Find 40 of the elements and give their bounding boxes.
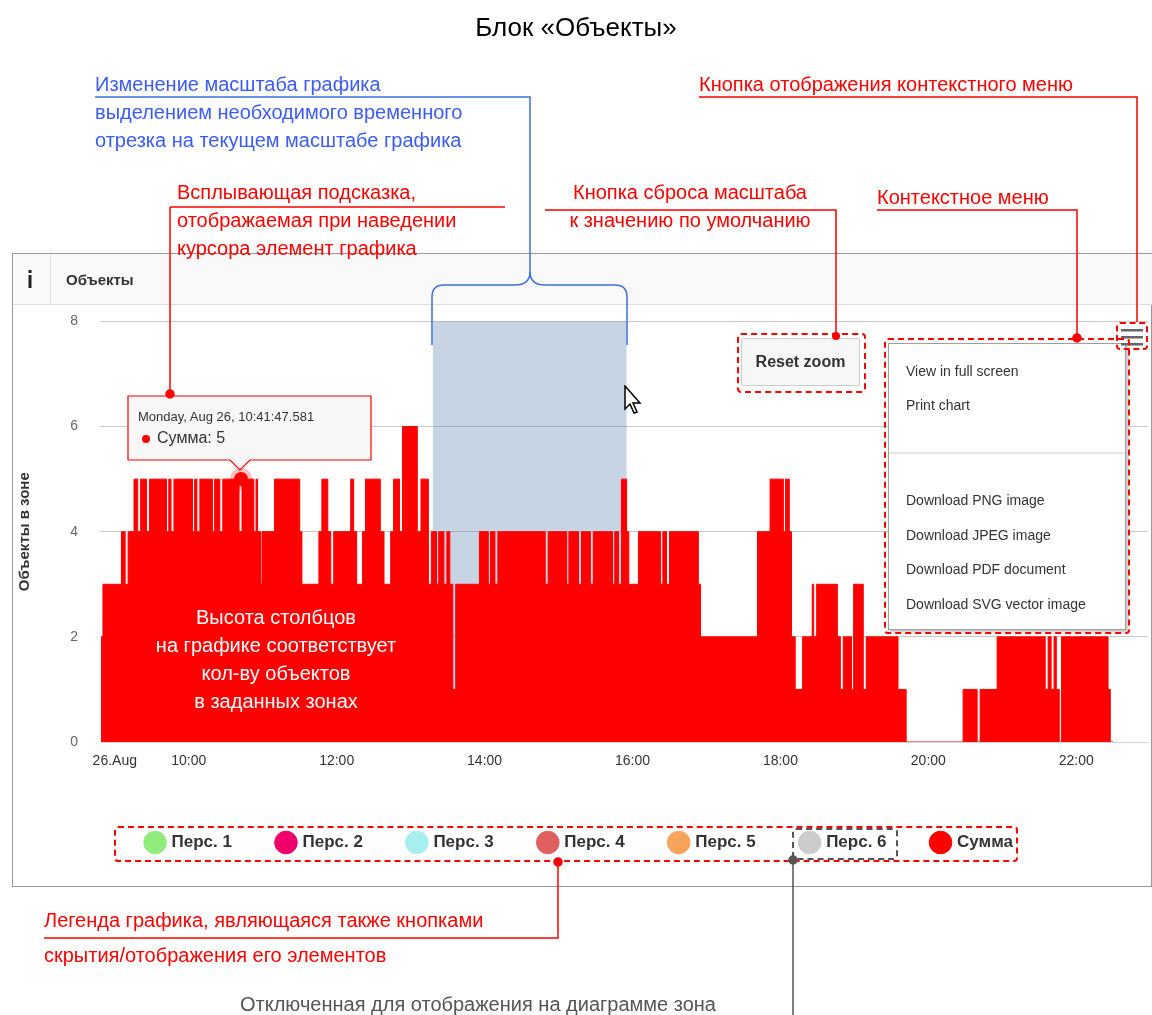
text: Кнопка отображения контекстного меню	[699, 72, 1074, 97]
x-tick-label: 26.Aug	[92, 752, 137, 769]
y-axis-title: Объекты в зоне	[15, 472, 33, 592]
annotation: Download PDF document	[906, 560, 1066, 578]
x-tick-label: 20:00	[910, 752, 947, 769]
x-tick-label: 18:00	[762, 752, 799, 769]
legend-label: Перс. 2	[302, 832, 363, 852]
chart-subtitle: Объекты	[66, 271, 134, 288]
text: Легенда графика, являющаяся также кнопками скрытия/отображения его элементов	[44, 908, 484, 968]
chart-title: Блок «Объекты»	[474, 12, 678, 43]
legend-label: Сумма	[957, 832, 1014, 852]
annotation: Print chart	[906, 396, 970, 414]
text: Контекстное меню	[877, 185, 1049, 210]
annotation: Сумма: 5	[157, 429, 226, 447]
y-tick-label: 6	[70, 417, 79, 434]
legend-label: Перс. 1	[171, 832, 232, 852]
x-tick-label: 12:00	[319, 752, 355, 769]
x-tick-label: 22:00	[1058, 752, 1094, 769]
y-tick-label: 0	[70, 732, 79, 749]
y-tick-label: 4	[70, 522, 79, 539]
annotation: Monday, Aug 26, 10:41:47.581	[138, 409, 315, 424]
legend-label: Перс. 4	[564, 832, 626, 852]
x-tick-label: 16:00	[614, 752, 651, 769]
x-tick-label: 14:00	[467, 752, 503, 769]
annotation: Reset zoom	[741, 338, 860, 386]
y-tick-label: 2	[70, 627, 79, 644]
text: Всплывающая подсказка, отображаемая при наведении курсора элемент графика	[177, 180, 457, 261]
text: Изменение масштаба графика выделением необходимого временного отрезка на текущем масштабе графика	[95, 72, 463, 153]
x-tick-label: 10:00	[171, 752, 207, 769]
annotation: Download SVG vector image	[906, 595, 1086, 613]
y-tick-label: 8	[70, 312, 79, 329]
annotation: Download JPEG image	[906, 526, 1051, 544]
legend-label: Перс. 6	[826, 832, 887, 852]
text: Отключенная для отображения на диаграмме зона	[240, 992, 716, 1015]
legend-label: Перс. 5	[695, 832, 756, 852]
annotation: Высота столбцов на графике соответствует кол-ву объектов в заданных зонах	[154, 605, 398, 714]
legend-label: Перс. 3	[433, 832, 494, 852]
text: Кнопка сброса масштаба к значению по умолчанию	[568, 180, 812, 233]
annotation: View in full screen	[906, 362, 1019, 380]
annotation: Download PNG image	[906, 491, 1045, 509]
